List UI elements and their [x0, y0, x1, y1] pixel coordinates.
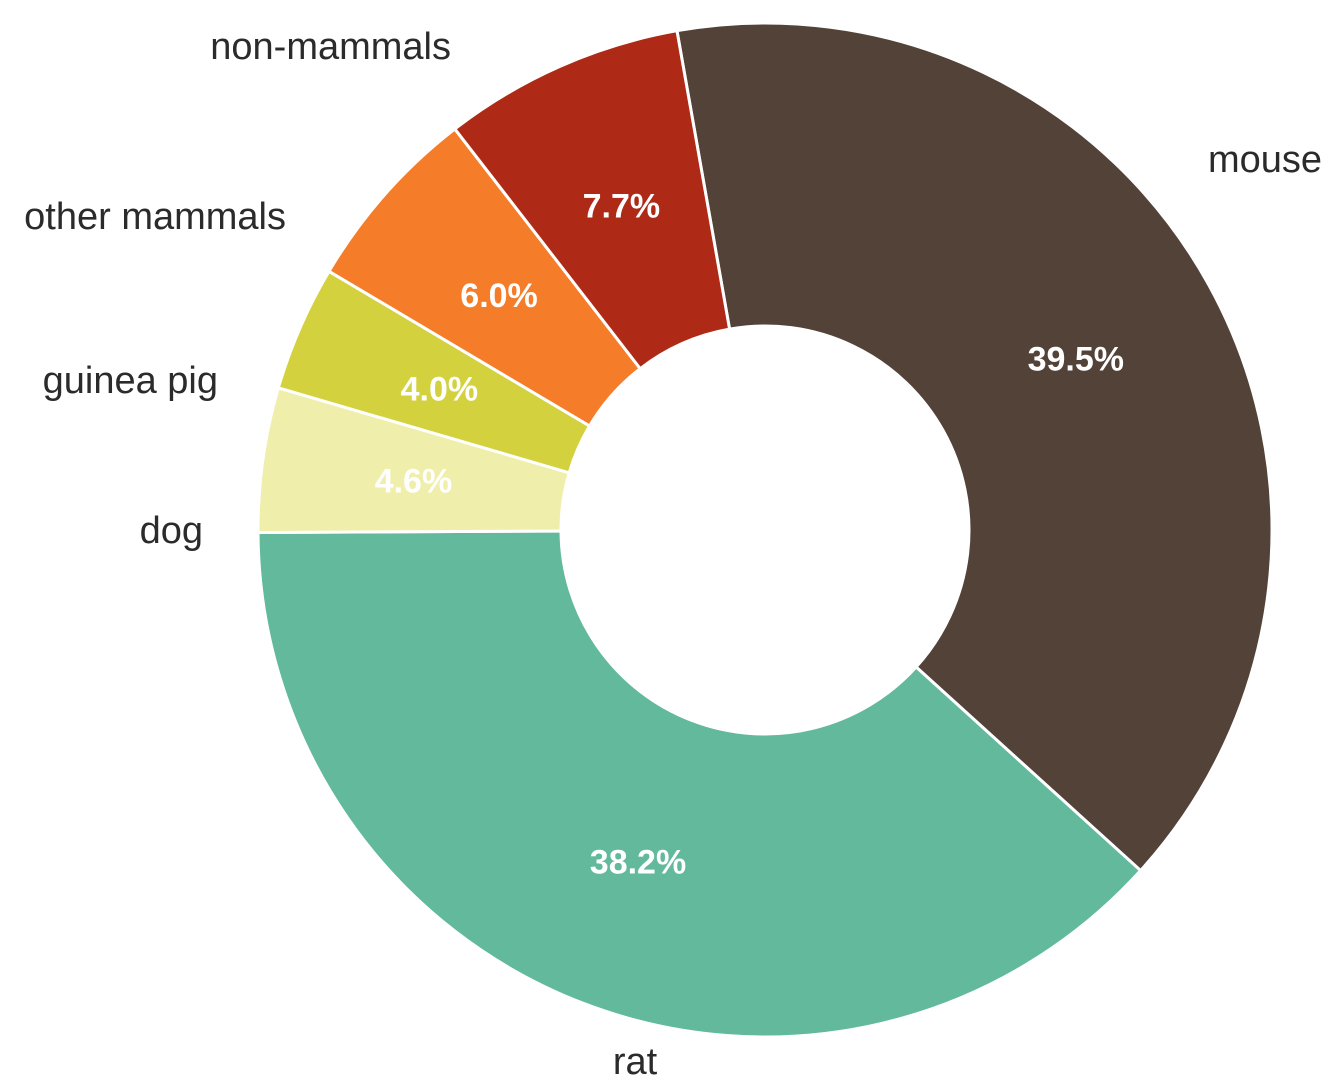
value-label-guinea-pig: 4.0% [401, 371, 479, 409]
category-label-non-mammals: non-mammals [210, 26, 451, 68]
value-label-other-mammals: 6.0% [460, 277, 538, 315]
category-label-other-mammals: other mammals [24, 196, 286, 238]
category-label-rat: rat [613, 1041, 658, 1080]
category-labels-layer: mouse rat dog guinea pig other mammals non-ma… [24, 26, 1322, 1080]
category-label-guinea-pig: guinea pig [43, 360, 218, 402]
value-label-rat: 38.2% [590, 844, 686, 882]
value-label-dog: 4.6% [375, 463, 453, 501]
slice-mouse [675, 21, 1274, 873]
value-label-mouse: 39.5% [1028, 340, 1124, 378]
value-label-non-mammals: 7.7% [583, 187, 661, 225]
slice-non-mammals [452, 28, 732, 371]
category-label-dog: dog [140, 510, 203, 552]
category-label-mouse: mouse [1208, 139, 1322, 181]
slices-layer [256, 21, 1274, 1039]
slice-rat [256, 529, 1143, 1039]
value-labels-layer: 39.5% 38.2% 4.6% 4.0% 6.0% 7.7% [375, 187, 1124, 881]
